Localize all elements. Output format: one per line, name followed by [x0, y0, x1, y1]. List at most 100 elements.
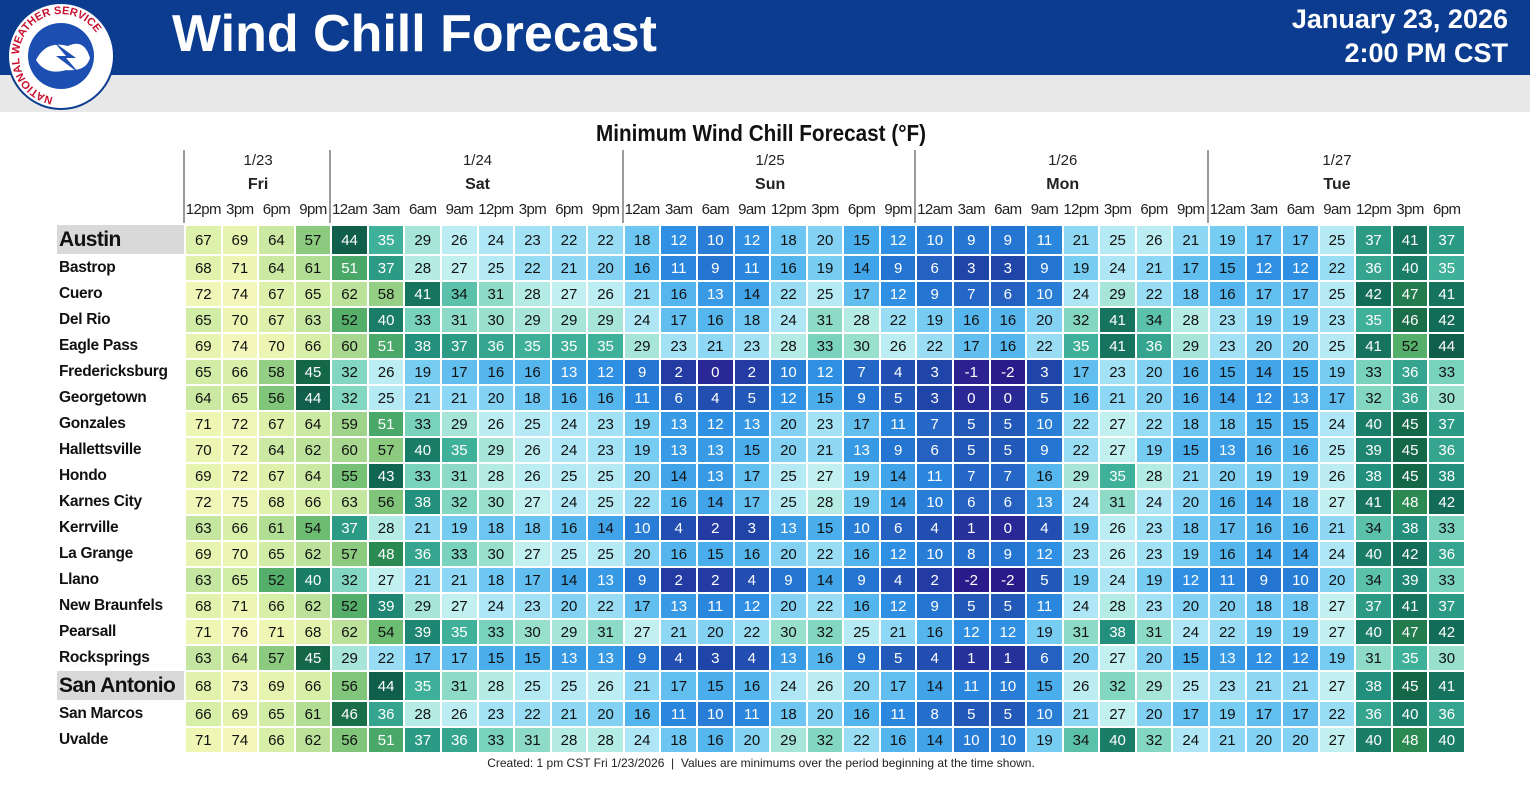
wind-chill-value: 19 [404, 359, 441, 385]
wind-chill-value: 22 [367, 645, 405, 671]
wind-chill-value: 11 [879, 701, 917, 727]
wind-chill-value: 16 [843, 593, 880, 619]
wind-chill-value: 19 [1209, 225, 1246, 255]
wind-chill-value: 27 [441, 255, 478, 281]
hour-label: 12am [624, 201, 661, 218]
wind-chill-value: 12 [1245, 645, 1283, 671]
wind-chill-value: 47 [1391, 281, 1429, 307]
city-name: Del Rio [57, 307, 184, 333]
city-name: Georgetown [57, 385, 184, 411]
wind-chill-value: 16 [550, 385, 588, 411]
wind-chill-value: 28 [806, 489, 844, 515]
wind-chill-value: 17 [1318, 385, 1356, 411]
wind-chill-value: 15 [1282, 411, 1319, 437]
wind-chill-value: 25 [806, 281, 844, 307]
wind-chill-value: 16 [660, 281, 697, 307]
wind-chill-value: 3 [989, 255, 1027, 281]
wind-chill-value: 18 [477, 567, 515, 593]
hour-label: 12pm [1356, 201, 1392, 218]
wind-chill-value: 69 [185, 463, 222, 489]
wind-chill-value: 52 [331, 593, 368, 619]
wind-chill-value: 29 [550, 619, 588, 645]
wind-chill-value: 15 [1209, 255, 1246, 281]
wind-chill-value: 18 [514, 515, 551, 541]
wind-chill-value: 17 [1282, 225, 1319, 255]
wind-chill-value: 27 [441, 593, 478, 619]
wind-chill-value: 20 [1172, 593, 1209, 619]
wind-chill-value: 64 [221, 645, 259, 671]
wind-chill-value: 67 [258, 281, 295, 307]
wind-chill-value: 13 [550, 359, 588, 385]
wind-chill-value: 31 [587, 619, 624, 645]
wind-chill-value: 24 [1318, 411, 1356, 437]
wind-chill-value: 11 [660, 701, 697, 727]
wind-chill-value: 2 [697, 567, 734, 593]
wind-chill-value: 20 [623, 463, 661, 489]
wind-chill-value: 15 [697, 541, 734, 567]
wind-chill-value: 10 [1282, 567, 1319, 593]
wind-chill-value: 18 [1172, 281, 1209, 307]
wind-chill-value: 3 [916, 385, 953, 411]
wind-chill-value: 65 [258, 701, 295, 727]
wind-chill-value: 28 [404, 701, 441, 727]
wind-chill-value: 20 [1062, 645, 1100, 671]
city-name: San Marcos [57, 701, 184, 727]
wind-chill-value: 73 [221, 671, 259, 701]
wind-chill-value: 1 [953, 515, 990, 541]
wind-chill-value: 21 [1245, 671, 1283, 701]
wind-chill-value: 33 [1428, 359, 1465, 385]
wind-chill-value: 56 [331, 727, 368, 753]
wind-chill-value: 32 [806, 619, 844, 645]
wind-chill-value: 19 [1282, 307, 1319, 333]
wind-chill-value: 23 [1209, 307, 1246, 333]
wind-chill-value: 14 [587, 515, 624, 541]
wind-chill-value: 0 [953, 385, 990, 411]
wind-chill-value: 65 [221, 567, 259, 593]
wind-chill-value: 21 [1318, 515, 1356, 541]
wind-chill-value: 5 [879, 645, 917, 671]
wind-chill-value: 65 [294, 281, 332, 307]
wind-chill-value: 29 [587, 307, 624, 333]
wind-chill-value: 62 [294, 541, 332, 567]
wind-chill-value: 36 [1355, 255, 1392, 281]
wind-chill-value: 51 [367, 727, 405, 753]
wind-chill-value: 22 [916, 333, 953, 359]
wind-chill-value: 26 [1099, 541, 1136, 567]
wind-chill-value: 13 [697, 463, 734, 489]
day-date: 1/25 [755, 152, 785, 169]
wind-chill-value: 14 [1245, 489, 1283, 515]
wind-chill-value: 45 [294, 359, 332, 385]
wind-chill-value: 37 [441, 333, 478, 359]
table-title: Minimum Wind Chill Forecast (°F) [595, 120, 927, 146]
wind-chill-value: 26 [514, 463, 551, 489]
wind-chill-value: 24 [1172, 619, 1209, 645]
wind-chill-value: 16 [879, 727, 917, 753]
wind-chill-value: 4 [879, 567, 917, 593]
wind-chill-value: 11 [879, 411, 917, 437]
wind-chill-value: 29 [623, 333, 661, 359]
wind-chill-value: 4 [660, 645, 697, 671]
wind-chill-value: 26 [514, 437, 551, 463]
wind-chill-value: 29 [550, 307, 588, 333]
wind-chill-value: 0 [989, 515, 1027, 541]
wind-chill-value: 27 [1318, 593, 1356, 619]
wind-chill-value: 5 [733, 385, 771, 411]
wind-chill-value: 13 [697, 437, 734, 463]
wind-chill-value: 4 [916, 515, 953, 541]
wind-chill-value: 21 [879, 619, 917, 645]
day-date: 1/23 [243, 152, 273, 169]
wind-chill-value: 21 [1135, 255, 1173, 281]
wind-chill-value: 68 [185, 593, 222, 619]
wind-chill-value: 22 [587, 225, 624, 255]
wind-chill-value: 19 [843, 489, 880, 515]
hour-label: 9pm [1177, 201, 1205, 218]
title: Wind Chill Forecast [172, 5, 657, 63]
wind-chill-value: 22 [550, 225, 588, 255]
wind-chill-value: 33 [404, 307, 441, 333]
wind-chill-value: 52 [1391, 333, 1429, 359]
wind-chill-value: 25 [1172, 671, 1209, 701]
wind-chill-value: 10 [1026, 701, 1063, 727]
wind-chill-value: 22 [843, 727, 880, 753]
wind-chill-value: 26 [879, 333, 917, 359]
wind-chill-value: 32 [1099, 671, 1136, 701]
